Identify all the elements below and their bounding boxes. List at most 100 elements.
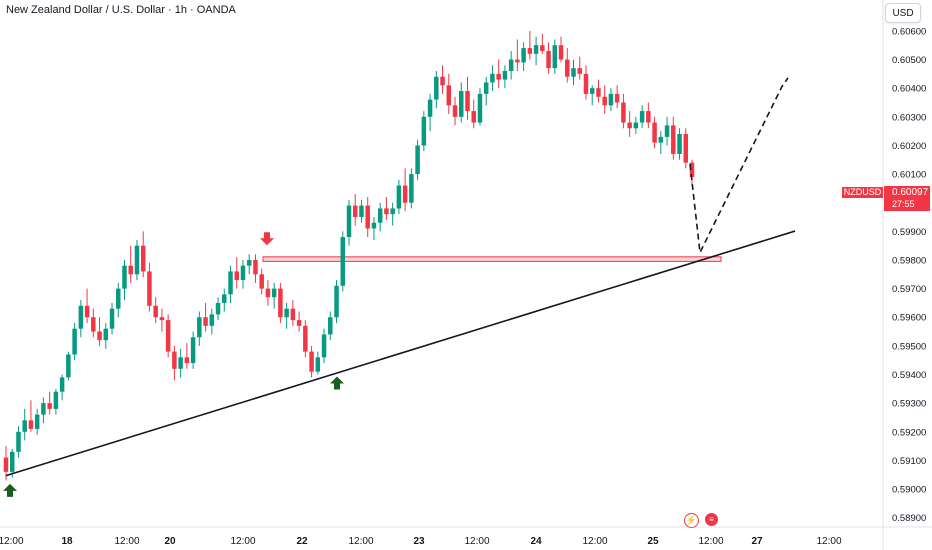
candle-body bbox=[240, 265, 246, 281]
candle-body bbox=[28, 420, 34, 429]
candle bbox=[352, 194, 358, 226]
candle-body bbox=[91, 317, 96, 332]
trendline bbox=[5, 230, 796, 477]
axis-icons: ⚡ ≡ bbox=[684, 513, 718, 528]
candle bbox=[315, 351, 321, 375]
last-price-label: 0.60097 27:55 bbox=[884, 186, 930, 211]
candle bbox=[34, 408, 40, 435]
candle bbox=[140, 231, 146, 278]
price-tick-label: 0.59400 bbox=[892, 370, 926, 381]
candle bbox=[290, 300, 296, 326]
price-axis[interactable]: 0.60600 0.60500 0.60400 0.60300 0.60200 0.601… bbox=[892, 26, 926, 524]
candle bbox=[240, 259, 246, 289]
price-tick-label: 0.59500 bbox=[892, 341, 926, 352]
candle-body bbox=[328, 317, 333, 335]
candle bbox=[446, 73, 452, 114]
candle bbox=[321, 328, 327, 364]
candle bbox=[165, 314, 171, 358]
candle-body bbox=[452, 105, 458, 117]
candles-layer bbox=[3, 30, 695, 481]
candle bbox=[259, 268, 264, 295]
candle-body bbox=[209, 314, 215, 326]
candle bbox=[633, 116, 639, 134]
time-tick-label: 24 bbox=[530, 536, 542, 547]
candle-body bbox=[421, 116, 427, 146]
candle bbox=[377, 202, 383, 232]
time-axis[interactable]: 12:00 18 12:00 20 12:00 22 12:00 23 12:00 24 12:00… bbox=[0, 536, 842, 547]
candle bbox=[402, 168, 408, 212]
candle-body bbox=[502, 70, 508, 80]
candle bbox=[427, 93, 433, 132]
bar-countdown: 27:55 bbox=[892, 199, 915, 209]
candle-body bbox=[222, 294, 227, 303]
candle-body bbox=[390, 208, 395, 215]
candle-body bbox=[490, 73, 495, 83]
candle bbox=[215, 297, 221, 321]
candle-body bbox=[359, 205, 364, 218]
us-flag-icon[interactable]: ≡ bbox=[705, 513, 718, 526]
time-tick-label: 27 bbox=[751, 536, 763, 547]
candle-body bbox=[259, 274, 264, 289]
candle bbox=[103, 322, 109, 349]
candle-body bbox=[109, 308, 115, 329]
candle-body bbox=[352, 205, 358, 218]
candle-body bbox=[22, 420, 27, 432]
price-tick-label: 0.60100 bbox=[892, 170, 926, 181]
candle-body bbox=[97, 331, 102, 341]
candle bbox=[390, 202, 395, 226]
candle bbox=[359, 199, 364, 223]
candle-body bbox=[639, 111, 645, 123]
candle bbox=[683, 128, 689, 169]
candle-body bbox=[53, 391, 59, 409]
price-tick-label: 0.58900 bbox=[892, 513, 926, 524]
candle-body bbox=[671, 125, 676, 155]
candle-body bbox=[296, 320, 302, 326]
candle-body bbox=[446, 85, 452, 106]
candle bbox=[303, 320, 308, 358]
candle-body bbox=[571, 68, 576, 77]
candle-body bbox=[303, 325, 308, 352]
candle bbox=[465, 76, 470, 120]
candle bbox=[222, 288, 227, 312]
candle bbox=[452, 96, 458, 126]
candle-body bbox=[134, 245, 140, 275]
projection-path bbox=[689, 77, 789, 256]
price-tick-label: 0.59700 bbox=[892, 284, 926, 295]
candle bbox=[558, 36, 564, 63]
candle-body bbox=[608, 93, 614, 106]
candle-body bbox=[508, 59, 514, 71]
candle bbox=[596, 79, 601, 103]
candle bbox=[246, 254, 252, 275]
candle-body bbox=[546, 50, 551, 69]
candle bbox=[346, 199, 352, 246]
candle bbox=[197, 311, 202, 346]
candle bbox=[502, 65, 508, 89]
candle bbox=[16, 426, 21, 458]
candle bbox=[203, 302, 208, 332]
candle bbox=[147, 262, 152, 312]
price-tick-label: 0.59600 bbox=[892, 313, 926, 324]
candle bbox=[552, 39, 558, 74]
candle bbox=[477, 88, 483, 126]
buy-arrow-icon bbox=[330, 376, 344, 390]
price-tick-label: 0.59200 bbox=[892, 427, 926, 438]
time-tick-label: 12:00 bbox=[0, 536, 24, 547]
candle bbox=[91, 308, 96, 338]
candle bbox=[639, 105, 645, 129]
candle bbox=[652, 116, 657, 149]
time-tick-label: 12:00 bbox=[114, 536, 139, 547]
candle-body bbox=[664, 125, 670, 137]
candle bbox=[122, 259, 127, 301]
lightning-icon[interactable]: ⚡ bbox=[684, 513, 699, 528]
candle-body bbox=[147, 271, 152, 306]
candle bbox=[228, 265, 233, 303]
currency-button[interactable]: USD bbox=[885, 3, 921, 23]
candle bbox=[265, 280, 271, 306]
candle-body bbox=[321, 334, 327, 358]
buy-arrow-icon bbox=[3, 483, 17, 497]
candle-body bbox=[234, 271, 239, 281]
candle-body bbox=[84, 305, 90, 318]
candle-body bbox=[402, 185, 408, 203]
